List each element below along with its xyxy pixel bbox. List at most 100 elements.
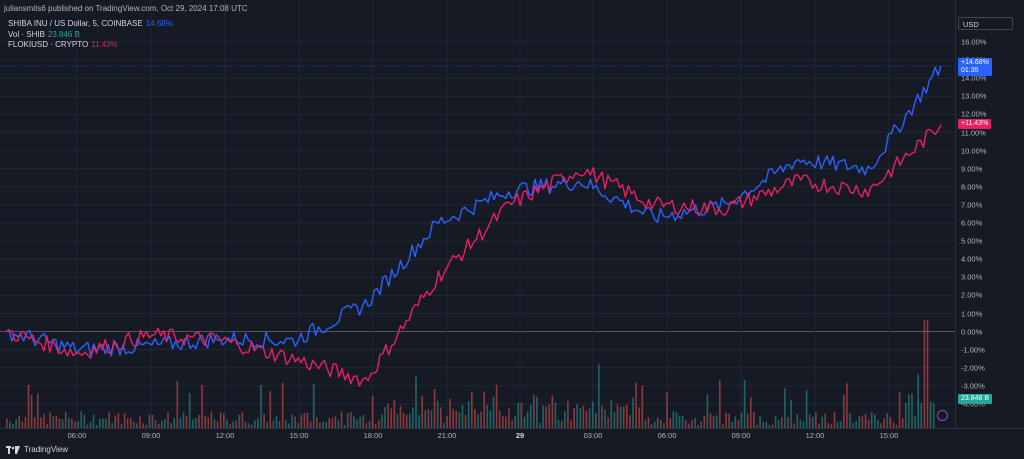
volume-bar	[750, 398, 752, 428]
volume-bar	[499, 411, 501, 428]
volume-bar	[790, 400, 792, 428]
volume-bar	[28, 385, 30, 428]
volume-bar	[555, 403, 557, 428]
volume-bar	[868, 420, 870, 428]
volume-bar	[930, 402, 932, 428]
volume-bar	[518, 403, 520, 428]
legend-main-series[interactable]: SHIBA INU / US Dollar, 5, COINBASE 14.68%	[8, 19, 173, 30]
price-axis-tick: 16.00%	[961, 38, 986, 47]
volume-bar	[214, 420, 216, 428]
volume-bar	[843, 395, 845, 428]
volume-bar	[806, 390, 808, 428]
volume-bar	[629, 415, 631, 428]
volume-bar	[394, 400, 396, 428]
legend-compare-series[interactable]: FLOKIUSD · CRYPTO 11.43%	[8, 40, 173, 51]
volume-bar	[669, 418, 671, 428]
volume-bar	[18, 416, 20, 428]
volume-bar	[691, 420, 693, 428]
volume-bar	[446, 416, 448, 428]
price-axis-tick: 11.00%	[961, 128, 986, 137]
volume-bar	[291, 415, 293, 428]
volume-bar	[25, 417, 27, 428]
volume-bar	[607, 417, 609, 428]
price-axis-tick: 6.00%	[961, 219, 982, 228]
volume-bar	[465, 415, 467, 428]
volume-bar	[304, 413, 306, 428]
volume-bar	[586, 411, 588, 428]
volume-bar	[204, 416, 206, 428]
volume-bar	[704, 416, 706, 428]
volume-bar	[542, 405, 544, 428]
volume-bar	[859, 416, 861, 428]
volume-bar	[353, 416, 355, 428]
volume-bar	[902, 418, 904, 428]
volume-bar	[418, 415, 420, 428]
footer-brand[interactable]: TradingView	[6, 445, 68, 454]
price-axis-tick: -3.00%	[961, 381, 985, 390]
volume-bar	[192, 420, 194, 428]
volume-bar	[437, 401, 439, 428]
volume-bar	[313, 384, 315, 428]
volume-bar	[397, 414, 399, 428]
volume-bar	[164, 419, 166, 428]
replay-icon[interactable]	[937, 410, 948, 421]
floki-series-line[interactable]	[6, 125, 941, 386]
volume-bar	[359, 417, 361, 428]
currency-button[interactable]: USD	[958, 17, 1013, 30]
volume-bar	[657, 417, 659, 428]
volume-bar	[635, 383, 637, 428]
volume-bar	[821, 417, 823, 428]
volume-bar	[71, 419, 73, 428]
floki-price-tag: +11.43%	[958, 119, 991, 129]
volume-bar	[797, 414, 799, 428]
tradingview-logo-icon	[6, 446, 20, 454]
volume-bar	[282, 383, 284, 428]
volume-bar	[173, 418, 175, 428]
volume-bar	[102, 419, 104, 428]
volume-bar	[583, 406, 585, 428]
volume-bar	[195, 418, 197, 428]
volume-bar	[294, 416, 296, 428]
volume-bar	[459, 412, 461, 428]
volume-bar	[242, 412, 244, 428]
price-axis-tick: -1.00%	[961, 345, 985, 354]
volume-bar	[524, 417, 526, 428]
volume-bar	[341, 412, 343, 428]
volume-bar	[549, 404, 551, 428]
volume-bar	[917, 374, 919, 428]
price-axis-tick: 8.00%	[961, 182, 982, 191]
volume-bar	[425, 410, 427, 428]
volume-bar	[347, 413, 349, 428]
volume-bar	[456, 411, 458, 428]
volume-bar	[208, 418, 210, 428]
price-axis-tick: 12.00%	[961, 110, 986, 119]
volume-bar	[598, 364, 600, 428]
volume-bar	[487, 405, 489, 428]
volume-bar	[316, 417, 318, 428]
volume-bar	[601, 406, 603, 428]
volume-bar	[666, 392, 668, 428]
volume-bar	[189, 393, 191, 428]
volume-bar	[350, 412, 352, 428]
volume-bar	[855, 421, 857, 428]
shib-series-line[interactable]	[6, 66, 941, 356]
legend-volume[interactable]: Vol · SHIB 23.846 B	[8, 30, 173, 41]
volume-bar	[15, 419, 17, 428]
time-axis-tick: 09:00	[142, 431, 161, 440]
volume-bar	[186, 416, 188, 428]
volume-bar	[800, 420, 802, 428]
legend-main-name: SHIBA INU / US Dollar, 5, COINBASE	[8, 19, 143, 28]
volume-bar	[235, 420, 237, 428]
price-axis-tick: 9.00%	[961, 164, 982, 173]
time-axis-tick: 18:00	[364, 431, 383, 440]
volume-bar	[130, 418, 132, 428]
volume-bar	[614, 412, 616, 428]
volume-bar	[694, 418, 696, 428]
price-axis-divider	[955, 0, 956, 428]
volume-bar	[124, 413, 126, 428]
volume-bar	[849, 413, 851, 428]
volume-bar	[824, 414, 826, 428]
volume-bar	[883, 418, 885, 428]
